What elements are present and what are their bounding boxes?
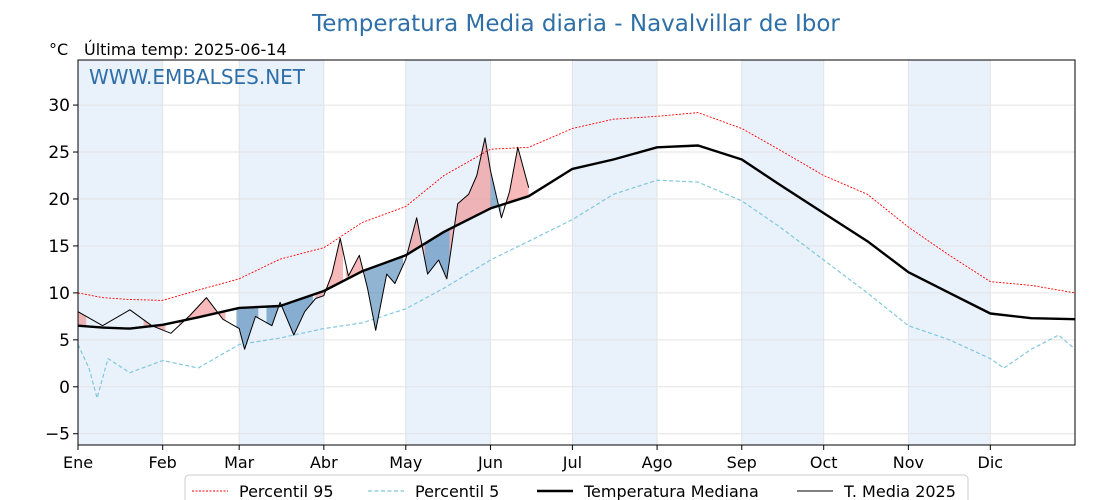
above-median-fill [449,137,491,260]
y-tick-label: 15 [48,237,70,257]
month-band [908,60,991,445]
last-temp-label: Última temp: 2025-06-14 [84,40,287,59]
above-median-fill [195,297,226,321]
y-axis: −5 0 5 10 15 20 25 30 [45,96,78,445]
above-median-fill [345,255,365,280]
series-lines [77,112,1076,399]
x-tick-label: Nov [893,453,924,472]
x-tick-label: Abr [310,453,338,472]
x-tick-label: Feb [149,453,177,472]
legend-label-current: T. Media 2025 [843,482,956,500]
y-tick-label: 5 [59,331,70,351]
x-tick-label: Mar [224,453,255,472]
x-tick-label: Jul [562,453,582,472]
x-tick-label: Dic [978,453,1004,472]
legend-label-median: Temperatura Mediana [583,482,759,500]
below-median-fill [490,170,502,218]
legend-box [184,474,969,500]
month-band [572,60,658,445]
legend: Percentil 95 Percentil 5 Temperatura Media… [184,474,969,500]
y-tick-label: 10 [48,284,70,304]
series-line-current [77,137,530,350]
x-tick-label: Sep [727,453,757,472]
month-band [239,60,324,445]
x-tick-label: May [389,453,422,472]
above-median-fill [143,319,166,332]
below-median-fill [424,229,450,279]
x-tick-label: Ene [63,453,93,472]
series-line-median [77,144,1076,330]
above-median-fill [408,217,425,260]
month-band [741,60,824,445]
y-tick-label: −5 [45,425,70,445]
y-tick-label: 20 [48,190,70,210]
legend-label-p95: Percentil 95 [239,482,334,500]
below-median-fill [364,256,403,331]
watermark: WWW.EMBALSES.NET [89,65,306,89]
below-median-fill [266,294,313,336]
legend-label-p5: Percentil 5 [415,482,499,500]
above-median-fill [504,147,529,209]
series-line-p95 [77,112,1076,301]
y-tick-label: 0 [59,378,70,398]
x-tick-label: Oct [810,453,838,472]
x-axis: Ene Feb Mar Abr May Jun Jul Ago Sep Oct Nov Dic [63,445,1003,472]
month-bands [78,60,991,445]
plot-frame [77,59,1076,446]
y-tick-label: 30 [48,96,70,116]
unit-label: °C [49,40,68,59]
x-tick-label: Ago [642,453,673,472]
chart-title: Temperatura Media diaria - Navalvillar d… [311,11,840,37]
series-line-p5 [77,179,1076,399]
x-tick-label: Jun [477,453,503,472]
y-tick-label: 25 [48,143,70,163]
